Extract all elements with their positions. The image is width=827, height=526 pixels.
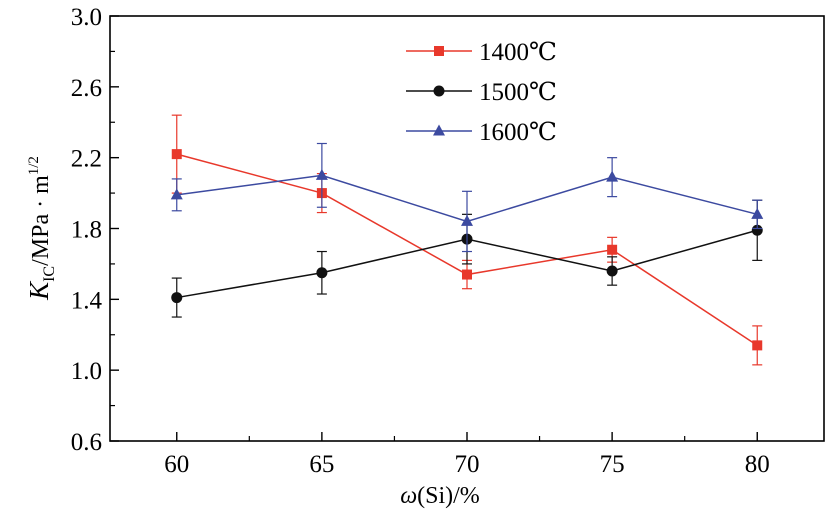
x-axis-title-rest: (Si)/% [417,483,480,509]
y-axis-title-subscript: IC [41,266,58,282]
y-tick-label: 0.6 [71,429,102,456]
y-tick-label: 1.0 [71,358,102,385]
y-axis-title: KIC/MPa · m1/2 [24,156,58,301]
data-point [315,168,328,180]
x-tick-label: 80 [745,451,770,478]
y-tick-label: 3.0 [71,4,102,31]
series-2 [170,142,764,253]
x-tick-label: 60 [164,451,189,478]
legend-label: 1600℃ [479,119,557,146]
data-point [606,265,618,277]
legend-label: 1500℃ [479,79,557,106]
data-point [171,292,183,304]
x-tick-label: 65 [309,451,334,478]
data-point [752,340,763,351]
x-axis-title: ω(Si)/% [400,483,480,509]
y-tick-label: 2.6 [71,75,102,102]
data-point [751,224,763,236]
data-point [462,269,472,280]
series-layer [170,114,764,366]
legend-marker [433,124,445,136]
y-tick-label: 1.4 [71,287,103,314]
series-0 [171,114,763,366]
data-point [316,267,328,279]
y-tick-label: 1.8 [71,217,102,244]
legend-marker [434,46,444,56]
data-point [171,149,182,160]
data-point [751,207,764,219]
x-tick-label: 70 [455,451,480,478]
legend-item: 1500℃ [406,79,557,106]
x-tick-label: 75 [600,451,625,478]
data-point [170,188,183,200]
data-point [607,244,618,255]
x-axis-title-symbol: ω [400,483,417,509]
data-point [461,214,473,226]
y-axis-title-rest: /MPa · m [28,175,54,266]
y-axis-title-superscript: 1/2 [26,156,42,175]
legend-item: 1400℃ [406,39,557,66]
legend-marker [433,85,445,97]
legend-item: 1600℃ [406,119,557,146]
data-point [606,170,619,182]
y-tick-label: 2.2 [71,146,102,173]
y-axis-title-symbol: K [24,280,54,301]
axes: 0.6 1.0 1.4 1.8 2.2 2.6 3.0 60 65 70 75 80 [71,4,825,478]
legend: 1400℃ 1500℃ 1600℃ [406,39,557,146]
legend-label: 1400℃ [479,39,557,66]
